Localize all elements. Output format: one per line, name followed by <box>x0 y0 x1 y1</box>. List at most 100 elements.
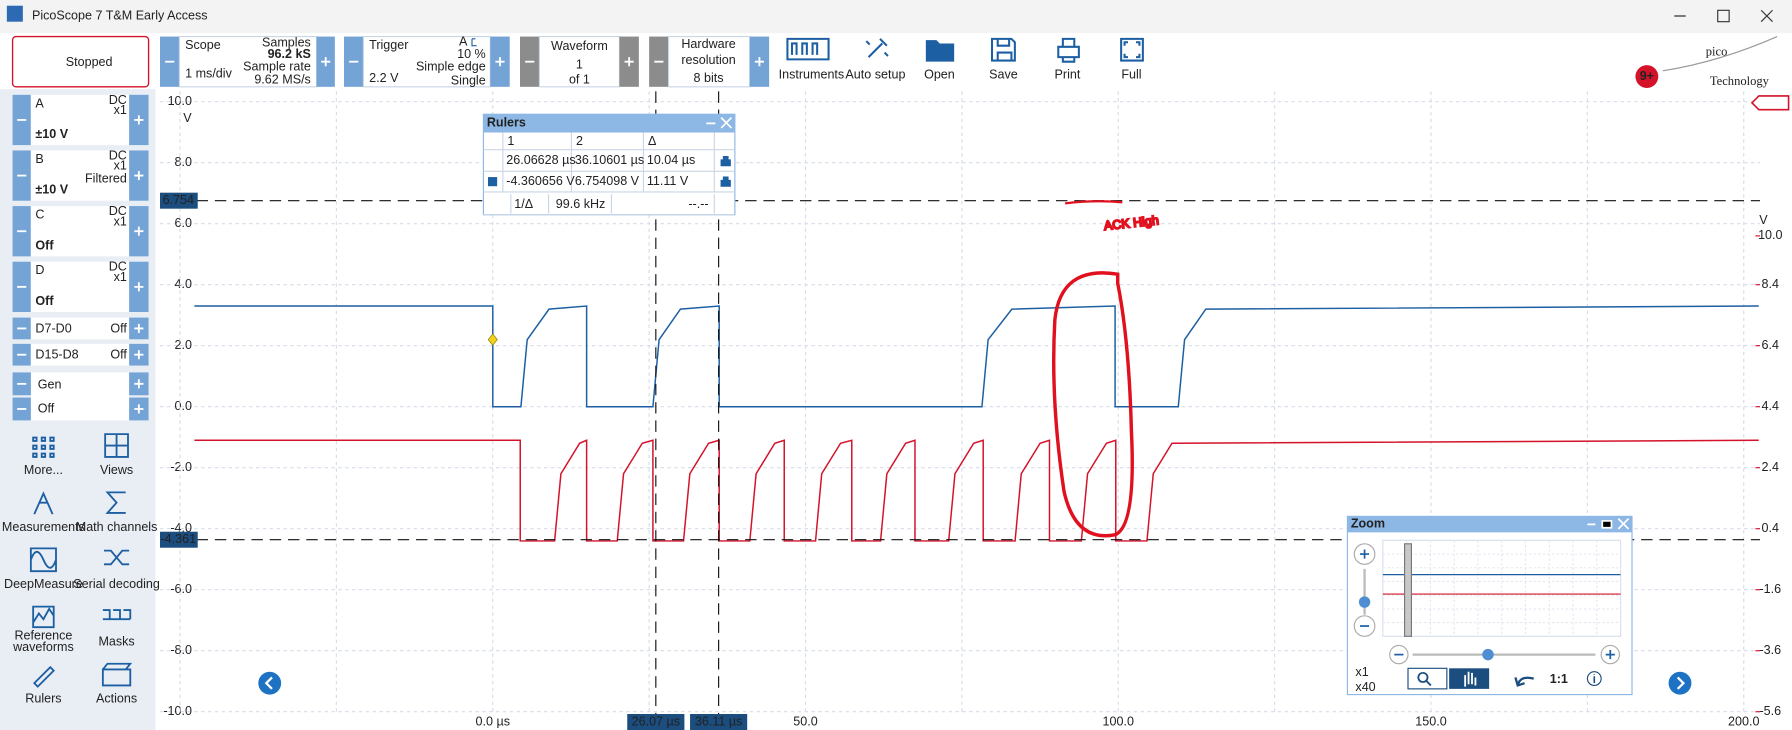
zoom-scale: x40 <box>1355 680 1375 694</box>
ruler-label: 36.11 µs <box>695 714 742 728</box>
annotation-ellipse <box>1052 271 1134 538</box>
x-tick-label: 150.0 <box>1415 714 1446 728</box>
trigger-label: Trigger <box>369 38 408 52</box>
y-tick-label: 2.0 <box>175 338 192 352</box>
plus-icon <box>624 57 634 67</box>
channel-box[interactable] <box>30 261 130 312</box>
digital-box[interactable] <box>30 317 130 340</box>
y2-tick-label: 0.4 <box>1762 521 1779 535</box>
toolbar-button-label: Print <box>1055 68 1081 82</box>
tool-label: waveforms <box>12 640 74 654</box>
toolbar-icon <box>1057 37 1080 63</box>
lock-icon[interactable] <box>720 176 731 187</box>
ruler-label: 26.07 µs <box>632 714 680 728</box>
window-title: PicoScope 7 T&M Early Access <box>32 8 208 22</box>
panel-title-bar <box>1347 516 1632 533</box>
plus-icon <box>134 282 144 292</box>
plus-icon <box>134 379 144 389</box>
channel-name: B <box>35 152 43 166</box>
plus-icon <box>495 57 505 67</box>
run-stop-button[interactable] <box>11 35 150 88</box>
notification-count: 9+ <box>1640 69 1654 83</box>
table-cell: 36.10601 µs <box>575 153 644 167</box>
zoom-knob[interactable] <box>1358 596 1371 608</box>
panel-controls[interactable] <box>1587 518 1630 530</box>
frequency-label: 1/Δ <box>514 197 533 211</box>
resolution-box[interactable] <box>668 35 751 88</box>
channel-filter: Filtered <box>85 171 127 185</box>
y-tick-label: -2.0 <box>170 460 192 474</box>
overview-window[interactable] <box>1404 543 1412 637</box>
toolbar-button-label: Full <box>1121 68 1141 82</box>
channel-box[interactable] <box>30 206 130 257</box>
waveform-count: of 1 <box>569 72 590 86</box>
channel-range: ±10 V <box>35 183 68 197</box>
lock-icon[interactable] <box>720 155 731 167</box>
ruler-label-box <box>160 192 198 209</box>
y-tick-label: 0.0 <box>175 399 192 413</box>
tool-icon[interactable] <box>101 662 133 687</box>
trigger-marker <box>487 333 498 346</box>
channel-box[interactable] <box>30 150 130 201</box>
toolbar-icon <box>865 38 889 58</box>
trigger-box[interactable] <box>362 35 491 88</box>
y2-axis-unit: V <box>1759 213 1768 227</box>
tool-icon[interactable] <box>104 549 130 566</box>
timebase-box[interactable] <box>178 35 318 88</box>
tool-label: Reference <box>14 629 72 643</box>
plus-icon <box>134 171 144 181</box>
tool-icon[interactable] <box>102 609 132 621</box>
waveform-trace <box>194 439 1759 542</box>
digital-state: Off <box>110 321 127 335</box>
tool-icon[interactable] <box>29 547 57 573</box>
table-cell: 26.06628 µs <box>506 153 575 167</box>
plus-icon <box>134 226 144 236</box>
panel-controls[interactable] <box>706 117 733 129</box>
channel-box[interactable] <box>30 94 130 146</box>
notification-badge[interactable] <box>1635 65 1659 88</box>
tool-label: More... <box>24 463 63 477</box>
tool-icon[interactable] <box>33 491 54 515</box>
scroll-button[interactable] <box>258 671 282 695</box>
waveform-box[interactable] <box>538 35 620 88</box>
x-tick-label: 200.0 <box>1728 714 1759 728</box>
tool-icon[interactable] <box>104 433 129 458</box>
undo-icon[interactable] <box>1514 676 1534 687</box>
channel-coupling: DC <box>109 93 127 107</box>
tool-icon[interactable] <box>32 605 55 629</box>
generator-name: Gen <box>38 377 62 391</box>
channel-probe: x1 <box>114 270 127 284</box>
window-controls[interactable] <box>1674 9 1773 23</box>
info-icon[interactable] <box>1586 671 1602 687</box>
tool-icon[interactable] <box>32 436 55 458</box>
table-cell: 10.04 µs <box>647 153 695 167</box>
ruler-label-box <box>690 714 748 730</box>
channel-name: D <box>35 263 44 277</box>
scroll-button[interactable] <box>1668 671 1692 695</box>
panel-title-bar <box>483 114 735 133</box>
trigger-position: 10 % <box>457 47 486 61</box>
plus-icon <box>754 57 764 67</box>
scope-label: Scope <box>185 38 221 52</box>
zoom-knob[interactable] <box>1482 648 1494 661</box>
samples-value: 96.2 kS <box>268 47 311 61</box>
frequency-value: 99.6 kHz <box>556 197 606 211</box>
tool-icon[interactable] <box>32 665 56 688</box>
tool-label: Math channels <box>76 520 158 534</box>
x-tick-label: 100.0 <box>1103 714 1134 728</box>
generator-box[interactable] <box>30 372 130 421</box>
annotation-text: ACK High <box>1103 213 1159 233</box>
chevron <box>1676 676 1686 690</box>
trigger-type: Simple edge <box>416 60 486 74</box>
tool-icon[interactable] <box>105 491 126 514</box>
y-tick-label: -10.0 <box>163 704 192 718</box>
table-cell: -4.360656 V <box>506 174 575 188</box>
y2-tick-label: 8.4 <box>1762 277 1779 291</box>
resolution-value: 8 bits <box>694 71 724 85</box>
digital-box[interactable] <box>30 343 130 366</box>
offscreen-marker <box>1750 95 1790 111</box>
tool-label: Views <box>100 463 133 477</box>
tool-label: Serial decoding <box>73 577 160 591</box>
